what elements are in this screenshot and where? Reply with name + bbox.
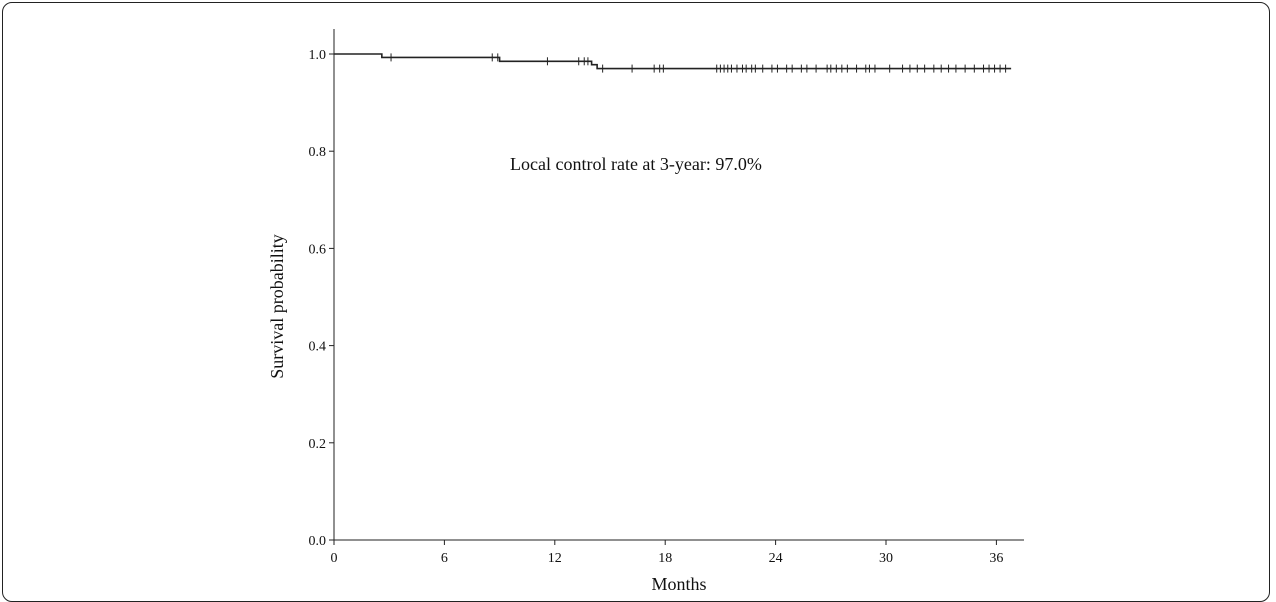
x-tick-label: 24: [769, 551, 783, 566]
x-axis-label: Months: [651, 574, 706, 594]
ticks: 0 6 12 18 24 30 36 0.0 0.2 0.4 0.6 0.8 1.0: [309, 48, 1004, 566]
x-tick-label: 18: [658, 551, 672, 566]
y-tick-label: 0.8: [309, 145, 327, 160]
x-tick-label: 36: [989, 551, 1003, 566]
y-tick-label: 0.4: [309, 340, 327, 355]
y-tick-label: 0.0: [309, 534, 327, 549]
y-tick-label: 0.2: [309, 437, 327, 452]
y-tick-label: 0.6: [309, 242, 327, 257]
x-tick-label: 6: [441, 551, 448, 566]
survival-step-line: [334, 53, 1012, 70]
survival-curve: [334, 53, 1012, 70]
y-axis-label: Survival probability: [267, 234, 287, 378]
y-tick-label: 1.0: [309, 48, 327, 63]
annotation-local-control: Local control rate at 3-year: 97.0%: [510, 154, 762, 174]
x-tick-label: 0: [331, 551, 338, 566]
x-tick-label: 12: [548, 551, 562, 566]
axes: [333, 29, 1024, 541]
x-tick-label: 30: [879, 551, 893, 566]
censored-marks: [390, 53, 1007, 73]
